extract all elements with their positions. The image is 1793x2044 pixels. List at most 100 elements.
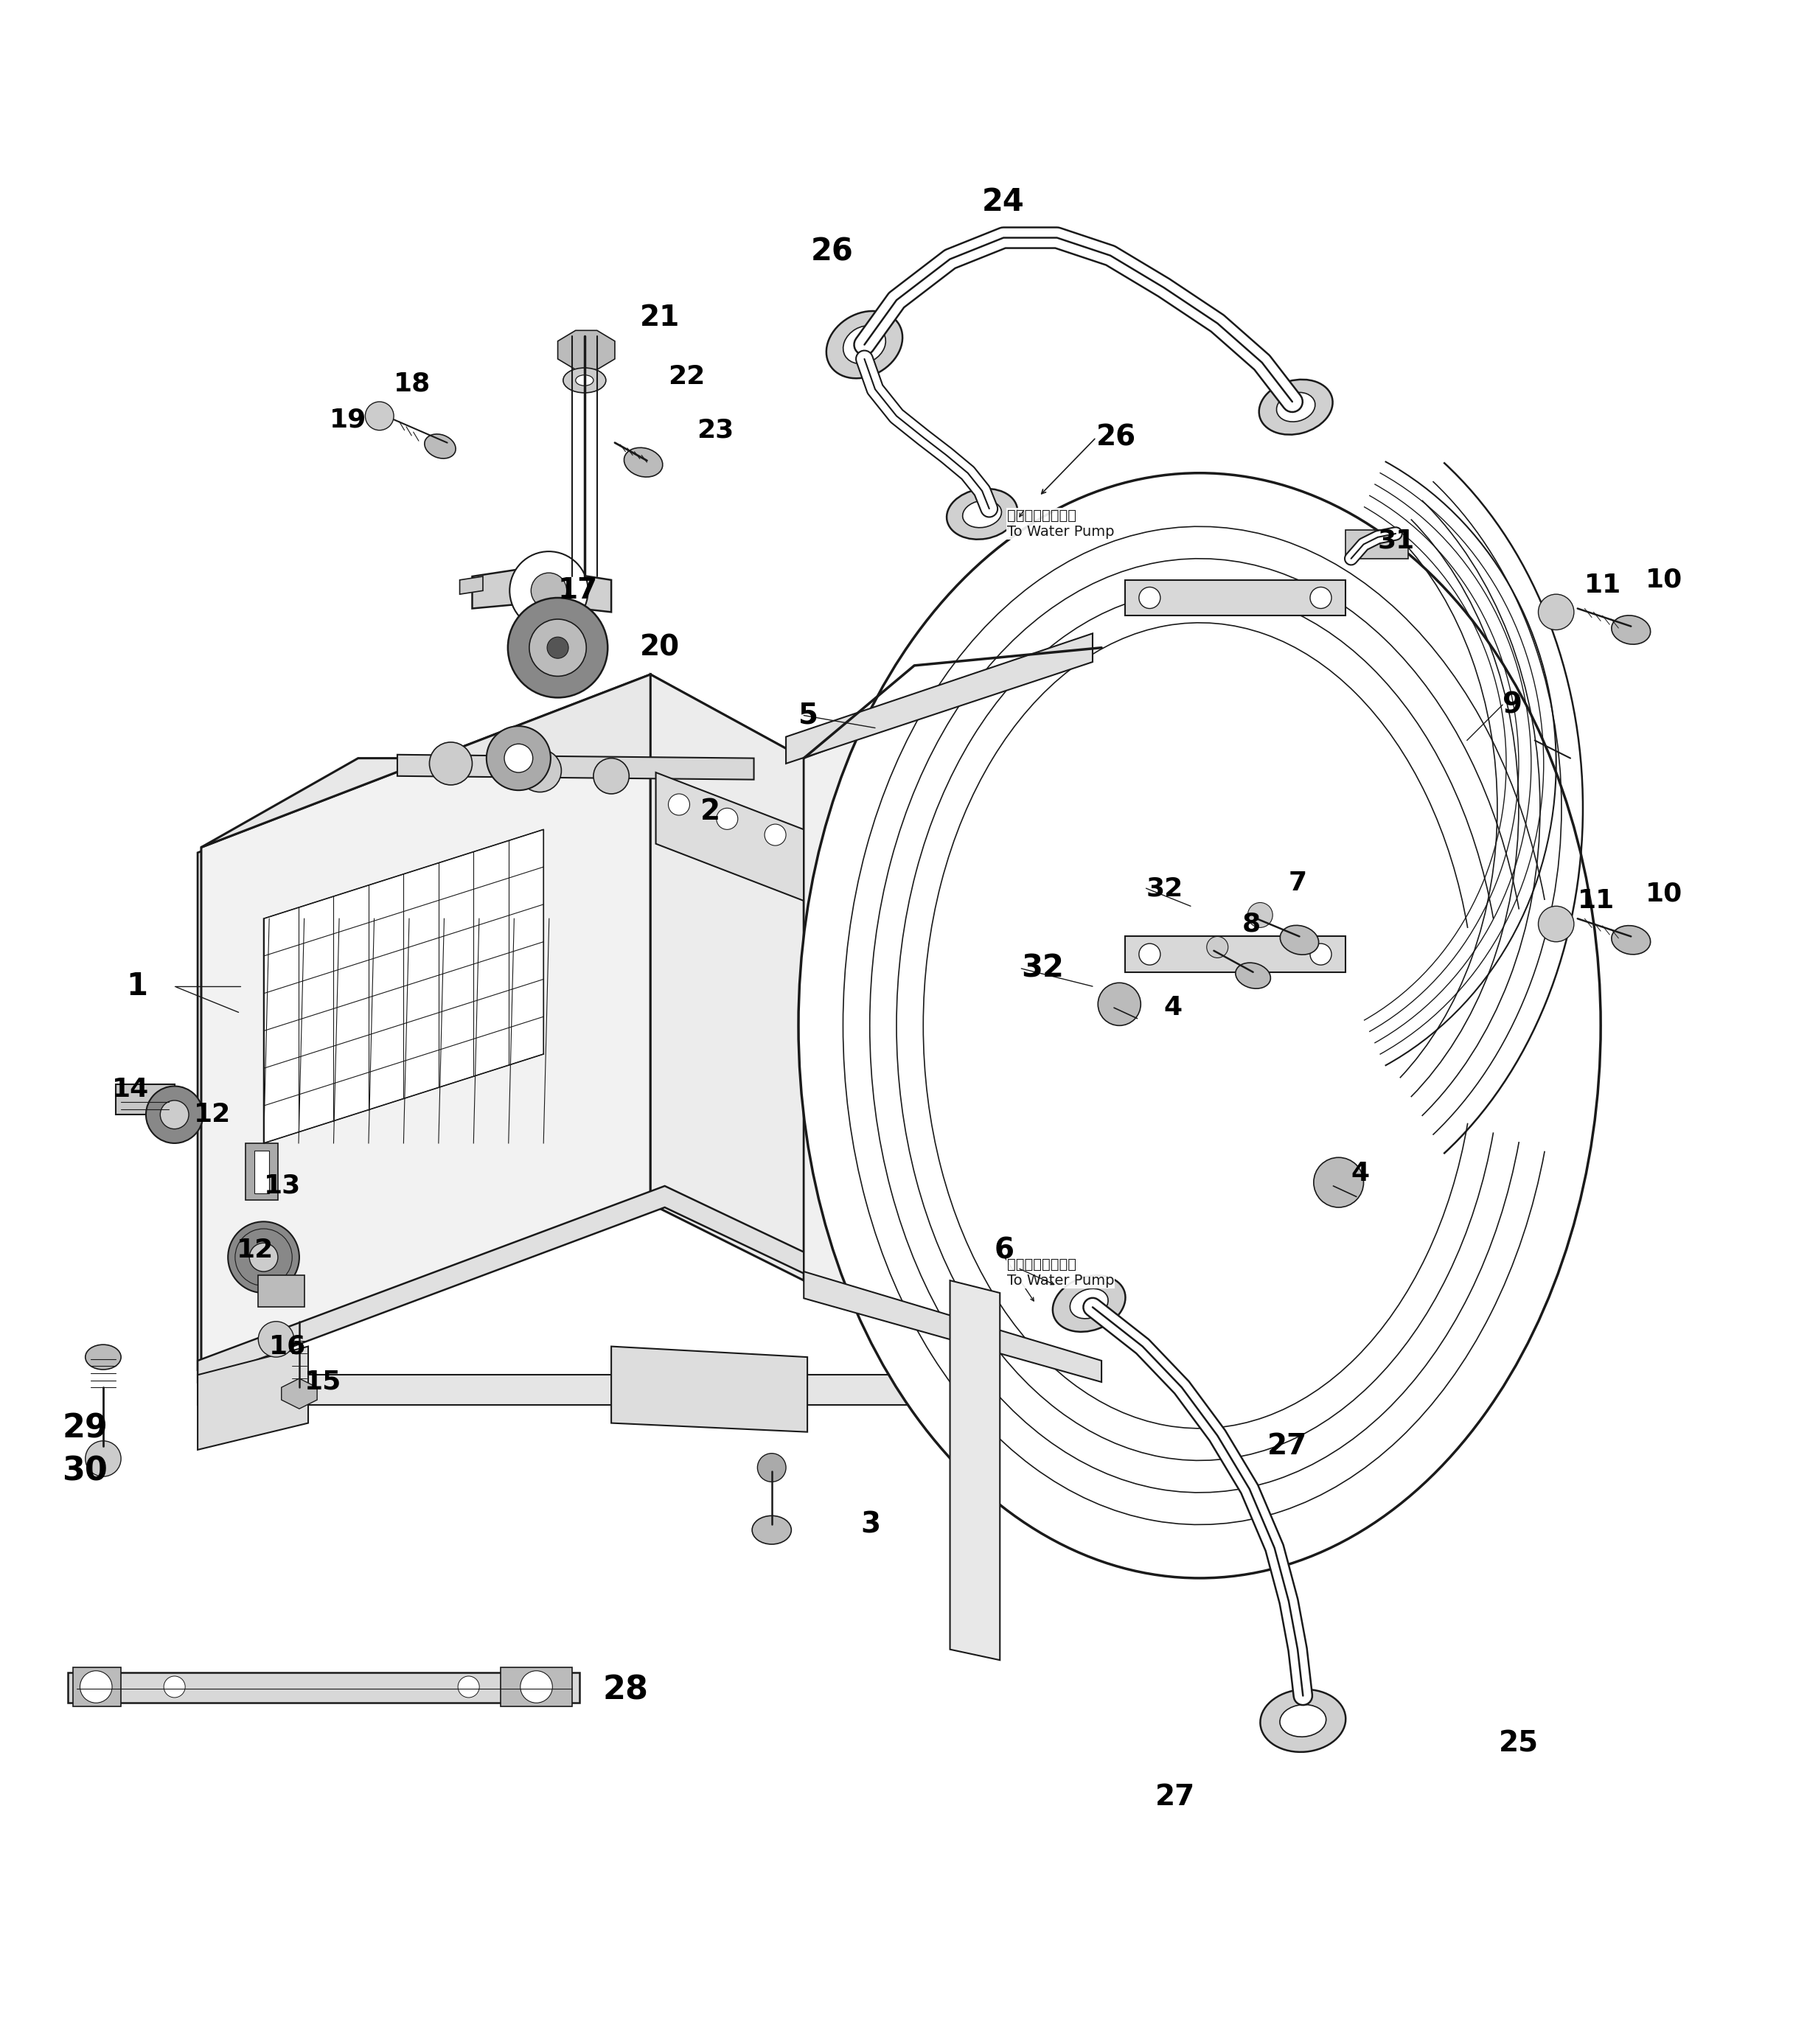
Ellipse shape — [1277, 392, 1314, 421]
Text: 6: 6 — [995, 1237, 1015, 1263]
Polygon shape — [500, 1668, 572, 1707]
Polygon shape — [74, 1668, 120, 1707]
Text: 31: 31 — [1377, 527, 1415, 554]
Circle shape — [518, 750, 561, 793]
Circle shape — [547, 638, 568, 658]
Bar — [1347, 529, 1408, 558]
Circle shape — [529, 619, 586, 677]
Polygon shape — [282, 1378, 317, 1408]
Text: 11: 11 — [1578, 889, 1614, 914]
Circle shape — [258, 1320, 294, 1357]
Circle shape — [1538, 905, 1574, 942]
Circle shape — [81, 1670, 113, 1703]
Text: 16: 16 — [269, 1335, 307, 1359]
Polygon shape — [611, 1347, 807, 1433]
Text: 2: 2 — [701, 797, 721, 826]
Polygon shape — [459, 576, 482, 595]
Circle shape — [1248, 903, 1273, 928]
Text: 10: 10 — [1646, 568, 1682, 593]
Polygon shape — [472, 568, 611, 611]
Text: 14: 14 — [113, 1077, 149, 1102]
Polygon shape — [398, 754, 753, 779]
Text: 26: 26 — [1096, 423, 1137, 452]
Text: 27: 27 — [1155, 1782, 1194, 1811]
Polygon shape — [117, 1085, 174, 1114]
Circle shape — [507, 597, 608, 697]
Polygon shape — [197, 1376, 950, 1404]
Text: 23: 23 — [697, 417, 733, 444]
Text: 18: 18 — [394, 372, 430, 397]
Text: 4: 4 — [1164, 995, 1182, 1020]
Polygon shape — [950, 1280, 1000, 1660]
Circle shape — [1311, 944, 1332, 965]
Text: 26: 26 — [810, 237, 853, 268]
Polygon shape — [68, 1672, 579, 1703]
Polygon shape — [558, 331, 615, 370]
Circle shape — [1314, 1157, 1364, 1208]
Bar — [255, 1151, 269, 1194]
Circle shape — [160, 1100, 188, 1128]
Text: 20: 20 — [640, 634, 680, 662]
Ellipse shape — [751, 1517, 791, 1545]
Polygon shape — [1124, 936, 1347, 973]
Text: 4: 4 — [1352, 1161, 1370, 1186]
Text: 25: 25 — [1499, 1729, 1538, 1758]
Circle shape — [669, 793, 690, 816]
Circle shape — [531, 572, 567, 609]
Ellipse shape — [576, 374, 593, 386]
Ellipse shape — [1052, 1275, 1126, 1333]
Text: 22: 22 — [669, 364, 705, 388]
Circle shape — [1097, 983, 1140, 1026]
Polygon shape — [201, 675, 803, 848]
Circle shape — [593, 758, 629, 793]
Ellipse shape — [1280, 926, 1318, 955]
Circle shape — [145, 1085, 203, 1143]
Ellipse shape — [1070, 1288, 1108, 1318]
Ellipse shape — [798, 472, 1601, 1578]
Text: 27: 27 — [1268, 1433, 1307, 1459]
Circle shape — [509, 552, 588, 630]
Text: 29: 29 — [63, 1412, 108, 1445]
Circle shape — [1311, 587, 1332, 609]
Text: 7: 7 — [1289, 871, 1307, 895]
Ellipse shape — [425, 433, 455, 458]
Polygon shape — [197, 1347, 308, 1449]
Circle shape — [1139, 944, 1160, 965]
Circle shape — [228, 1222, 299, 1294]
Ellipse shape — [1612, 926, 1651, 955]
Circle shape — [1207, 936, 1228, 959]
Text: 1: 1 — [126, 971, 147, 1002]
Text: 21: 21 — [640, 305, 680, 331]
Circle shape — [486, 726, 550, 791]
Ellipse shape — [563, 368, 606, 392]
Polygon shape — [651, 675, 803, 1280]
Polygon shape — [803, 1271, 1101, 1382]
Ellipse shape — [963, 501, 1002, 527]
Text: 32: 32 — [1146, 875, 1183, 901]
Ellipse shape — [1235, 963, 1271, 989]
Bar — [246, 1143, 278, 1200]
Ellipse shape — [947, 489, 1017, 540]
Ellipse shape — [843, 325, 886, 364]
Text: 19: 19 — [330, 407, 368, 431]
Circle shape — [249, 1243, 278, 1271]
Text: ウォータポンプへ
To Water Pump: ウォータポンプへ To Water Pump — [1008, 1257, 1113, 1288]
Ellipse shape — [624, 448, 663, 476]
Text: 8: 8 — [1243, 912, 1260, 936]
Text: 11: 11 — [1585, 572, 1621, 597]
Text: 10: 10 — [1646, 881, 1682, 905]
Polygon shape — [785, 634, 1092, 764]
Ellipse shape — [1280, 1705, 1327, 1737]
Circle shape — [86, 1441, 120, 1476]
Circle shape — [757, 1453, 785, 1482]
Text: 13: 13 — [264, 1173, 301, 1198]
Text: 28: 28 — [602, 1674, 647, 1707]
Circle shape — [366, 403, 394, 429]
Polygon shape — [264, 830, 543, 1143]
Ellipse shape — [1259, 380, 1332, 435]
Ellipse shape — [86, 1345, 120, 1369]
Ellipse shape — [827, 311, 902, 378]
Polygon shape — [197, 683, 638, 1369]
Ellipse shape — [1612, 615, 1651, 644]
Circle shape — [520, 1670, 552, 1703]
